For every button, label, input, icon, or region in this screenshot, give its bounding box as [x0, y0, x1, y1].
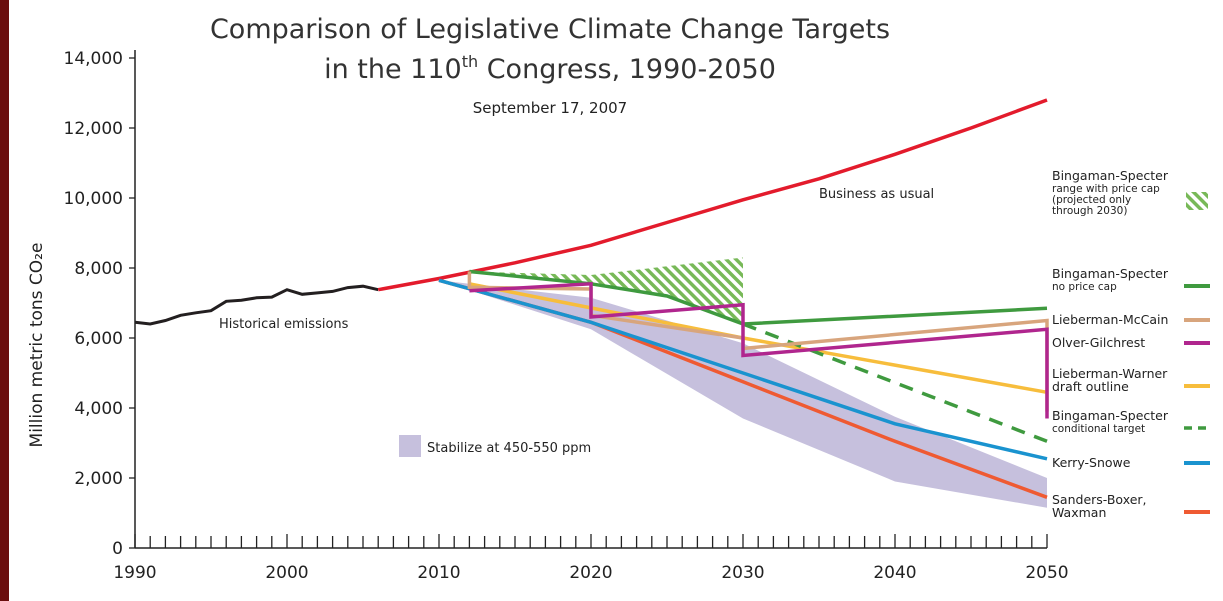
legend-sublabel: no price cap: [1052, 281, 1117, 293]
chart-subtitle: September 17, 2007: [473, 99, 627, 117]
x-tick-label: 2000: [265, 563, 308, 583]
chart-frame: Comparison of Legislative Climate Change…: [9, 0, 1223, 601]
stabilization-band: [439, 280, 1047, 508]
y-tick-label: 6,000: [74, 329, 123, 349]
legend-sublabel: range with price cap: [1052, 183, 1160, 195]
y-tick-label: 10,000: [64, 189, 123, 209]
legend-label: Olver-Gilchrest: [1052, 335, 1145, 350]
climate-targets-chart: Comparison of Legislative Climate Change…: [27, 14, 1210, 583]
x-tick-label: 2050: [1025, 563, 1068, 583]
historical-emissions-label: Historical emissions: [219, 317, 349, 332]
y-tick-label: 0: [112, 539, 123, 559]
legend-label: Bingaman-Specter: [1052, 408, 1169, 423]
y-tick-label: 8,000: [74, 259, 123, 279]
y-tick-label: 2,000: [74, 469, 123, 489]
legend-sublabel: (projected only: [1052, 194, 1131, 206]
legend-item-olver-gilchrest: Olver-Gilchrest: [1052, 335, 1210, 350]
legend-label: Bingaman-Specter: [1052, 168, 1169, 183]
legend-label: Bingaman-Specter: [1052, 266, 1169, 281]
series-bs-no-cap: [469, 269, 1048, 326]
y-tick-label: 14,000: [64, 49, 123, 69]
series-lines-layer: [134, 98, 1049, 499]
business-as-usual-label: Business as usual: [819, 187, 934, 202]
y-tick-label: 12,000: [64, 119, 123, 139]
series-historical: [134, 284, 379, 326]
series-kerry-snowe: [438, 278, 1048, 461]
series-olver-gilchrest: [469, 281, 1049, 419]
legend-label: Kerry-Snowe: [1052, 455, 1131, 470]
legend-label: Sanders-Boxer,: [1052, 492, 1147, 507]
price-cap-range-area: [469, 257, 743, 324]
x-tick-label: 2030: [721, 563, 764, 583]
y-tick-label: 4,000: [74, 399, 123, 419]
legend-label: Lieberman-Warner: [1052, 366, 1168, 381]
stabilize-swatch: [399, 435, 421, 457]
stabilization-band-layer: [439, 280, 1047, 508]
legend-item-lieberman-mccain: Lieberman-McCain: [1052, 312, 1210, 327]
price-cap-range-layer: [469, 257, 743, 324]
stabilize-label: Stabilize at 450-550 ppm: [427, 441, 591, 456]
x-tick-label: 2020: [569, 563, 612, 583]
legend-swatch-hatch: [1186, 192, 1208, 210]
legend-sublabel: through 2030): [1052, 205, 1127, 217]
x-tick-label: 2040: [873, 563, 916, 583]
x-tick-label: 2010: [417, 563, 460, 583]
legend-label: draft outline: [1052, 379, 1129, 394]
legend-sublabel: conditional target: [1052, 423, 1145, 435]
chart-title-line2: in the 110th Congress, 1990-2050: [324, 52, 776, 85]
axes-layer: 1990 2000 2010 2020 2030 2040 2050 0 2,000 4,000 6…: [64, 49, 1069, 583]
y-axis-label: Million metric tons CO₂e: [27, 243, 47, 448]
x-tick-label: 1990: [113, 563, 156, 583]
legend-label: Waxman: [1052, 505, 1106, 520]
legend-item-kerry-snowe: Kerry-Snowe: [1052, 455, 1210, 470]
chart-title-line1: Comparison of Legislative Climate Change…: [210, 14, 890, 45]
legend-item-sanders-boxer: Sanders-Boxer,Waxman: [1052, 492, 1210, 520]
legend-label: Lieberman-McCain: [1052, 312, 1168, 327]
